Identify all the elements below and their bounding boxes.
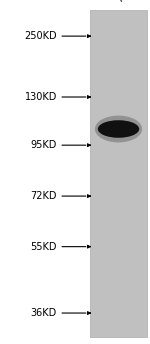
Text: 95KD: 95KD bbox=[31, 140, 57, 150]
Text: 250KD: 250KD bbox=[24, 31, 57, 41]
Text: 36KD: 36KD bbox=[31, 308, 57, 318]
Text: 55KD: 55KD bbox=[30, 241, 57, 252]
Text: 130KD: 130KD bbox=[25, 92, 57, 102]
Text: Hela: Hela bbox=[116, 0, 139, 3]
Ellipse shape bbox=[98, 120, 139, 138]
Bar bbox=[90, 10, 147, 337]
Ellipse shape bbox=[95, 116, 142, 142]
Text: 72KD: 72KD bbox=[30, 191, 57, 201]
